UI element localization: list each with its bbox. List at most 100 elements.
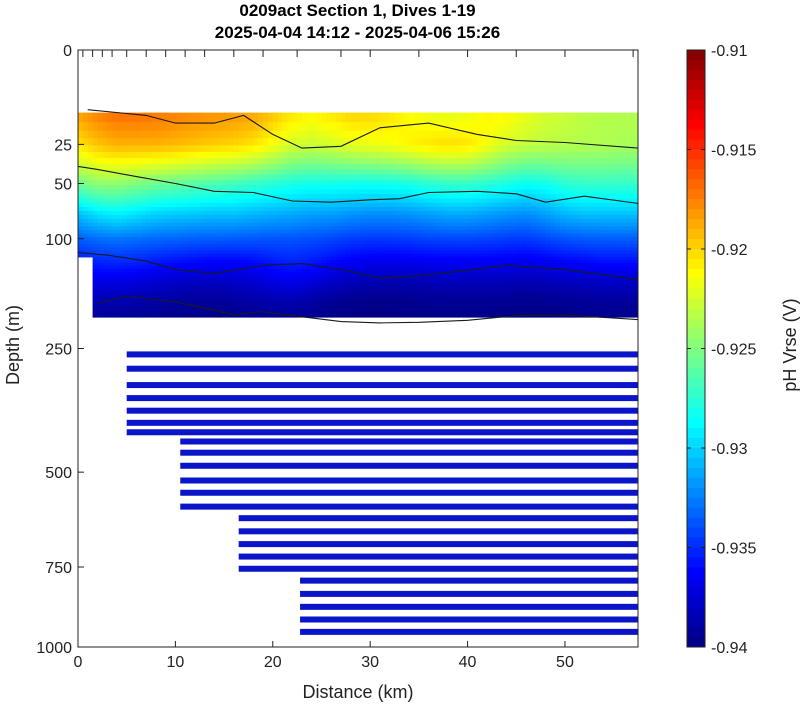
- field-cell: [618, 174, 624, 181]
- field-cell: [521, 179, 527, 186]
- field-cell: [107, 163, 113, 171]
- field-cell: [477, 280, 483, 284]
- field-cell: [238, 145, 245, 153]
- field-cell: [491, 138, 498, 147]
- field-cell: [506, 122, 512, 132]
- field-cell: [399, 288, 405, 293]
- field-cell: [336, 130, 342, 139]
- field-cell: [589, 174, 595, 181]
- field-cell: [326, 122, 332, 132]
- field-cell: [379, 250, 386, 255]
- field-cell: [496, 266, 503, 270]
- field-cell: [574, 286, 581, 290]
- field-cell: [389, 215, 396, 220]
- field-cell: [336, 189, 342, 195]
- field-cell: [613, 291, 620, 295]
- field-cell: [340, 230, 347, 235]
- field-cell: [175, 151, 181, 159]
- field-cell: [526, 222, 532, 228]
- field-cell: [326, 280, 332, 284]
- field-cell: [599, 233, 605, 238]
- field-cell: [107, 198, 113, 204]
- field-cell: [560, 247, 566, 252]
- field-cell: [107, 174, 113, 181]
- field-cell: [404, 215, 410, 220]
- field-cell: [452, 263, 459, 267]
- field-cell: [214, 250, 220, 255]
- field-cell: [540, 211, 547, 216]
- field-cell: [224, 174, 230, 181]
- field-cell: [141, 250, 147, 255]
- field-cell: [155, 218, 162, 224]
- field-cell: [92, 291, 99, 295]
- field-cell: [175, 243, 181, 248]
- field-cell: [146, 274, 152, 279]
- field-cell: [516, 237, 522, 242]
- field-cell: [302, 240, 308, 245]
- field-cell: [477, 283, 483, 287]
- field-cell: [579, 218, 586, 224]
- field-cell: [277, 184, 284, 191]
- field-cell: [564, 151, 571, 159]
- field-cell: [126, 280, 133, 284]
- field-cell: [175, 112, 181, 123]
- field-cell: [136, 130, 142, 139]
- field-cell: [131, 174, 138, 181]
- field-cell: [82, 237, 89, 242]
- field-cell: [151, 271, 157, 276]
- field-cell: [472, 250, 478, 255]
- field-cell: [472, 211, 478, 216]
- field-cell: [501, 269, 508, 273]
- field-cell: [112, 189, 118, 195]
- field-cell: [555, 237, 561, 242]
- field-cell: [204, 233, 211, 238]
- field-cell: [112, 145, 118, 153]
- field-cell: [170, 280, 176, 284]
- field-cell: [404, 211, 410, 216]
- field-cell: [302, 243, 308, 248]
- field-cell: [272, 211, 279, 216]
- field-cell: [462, 230, 469, 235]
- field-cell: [365, 259, 371, 264]
- field-cell: [155, 280, 162, 284]
- field-cell: [603, 169, 610, 176]
- field-cell: [214, 274, 220, 279]
- field-cell: [487, 291, 493, 295]
- field-cell: [92, 138, 99, 147]
- field-cell: [131, 259, 138, 264]
- field-cell: [365, 112, 371, 123]
- field-cell: [151, 237, 157, 242]
- field-cell: [433, 174, 439, 181]
- field-cell: [160, 266, 167, 270]
- field-cell: [141, 247, 147, 252]
- field-cell: [121, 174, 128, 181]
- field-cell: [248, 247, 254, 252]
- field-cell: [526, 283, 532, 287]
- field-cell: [491, 269, 498, 273]
- field-cell: [564, 112, 571, 123]
- field-cell: [608, 194, 615, 200]
- field-cell: [603, 283, 610, 287]
- field-cell: [165, 158, 172, 165]
- field-cell: [155, 253, 162, 258]
- field-cell: [438, 169, 444, 176]
- field-cell: [599, 174, 605, 181]
- field-cell: [487, 215, 493, 220]
- field-cell: [530, 266, 537, 270]
- field-cell: [78, 179, 84, 186]
- field-cell: [603, 194, 610, 200]
- field-cell: [589, 198, 595, 204]
- field-cell: [623, 240, 629, 245]
- field-cell: [574, 179, 581, 186]
- field-cell: [345, 277, 352, 282]
- field-cell: [428, 151, 435, 159]
- field-cell: [87, 138, 94, 147]
- field-cell: [253, 280, 259, 284]
- field-cell: [224, 206, 230, 212]
- field-cell: [112, 291, 118, 295]
- field-cell: [258, 198, 264, 204]
- field-cell: [263, 253, 269, 258]
- field-cell: [204, 243, 211, 248]
- field-cell: [501, 174, 508, 181]
- field-cell: [297, 250, 303, 255]
